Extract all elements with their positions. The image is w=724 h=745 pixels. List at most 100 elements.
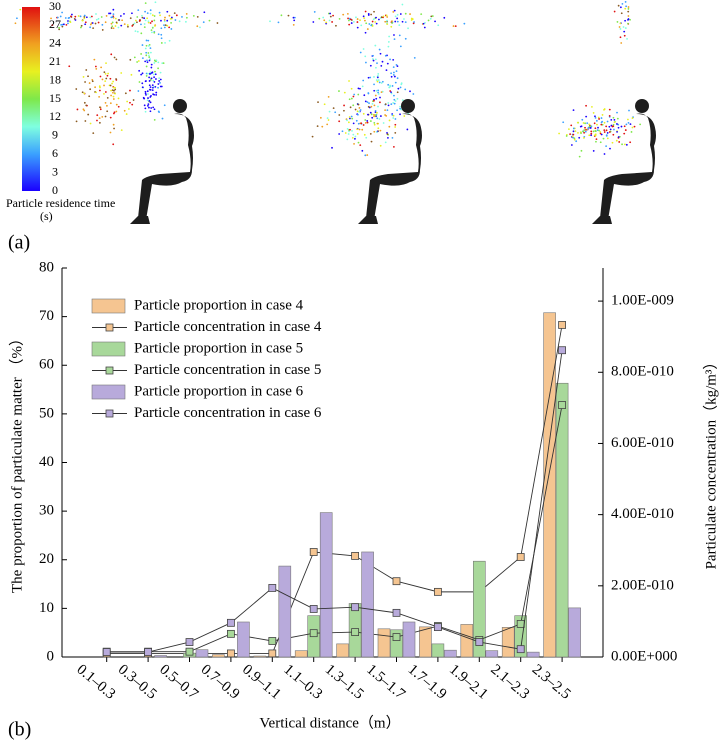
particle	[162, 62, 165, 65]
particle	[141, 86, 144, 89]
particle	[147, 103, 150, 106]
particle	[386, 133, 389, 136]
marker	[185, 638, 194, 646]
particle	[363, 133, 366, 136]
particle	[80, 26, 82, 29]
particle	[399, 107, 401, 110]
particle	[627, 10, 630, 13]
particle	[362, 124, 365, 126]
particle	[348, 98, 351, 101]
particle	[327, 119, 330, 121]
marker	[516, 645, 525, 654]
particle	[293, 19, 296, 22]
particle	[591, 105, 593, 108]
particle	[144, 2, 147, 5]
particle	[613, 118, 616, 121]
particle	[140, 73, 143, 76]
particle	[573, 138, 576, 141]
particle	[143, 26, 146, 29]
particle	[364, 122, 367, 124]
particle	[141, 44, 144, 46]
particle	[115, 110, 118, 113]
particle	[627, 6, 630, 8]
marker	[185, 647, 194, 656]
bar	[319, 512, 333, 658]
particle	[601, 114, 604, 116]
marker	[392, 577, 401, 586]
particle	[163, 19, 166, 21]
particle	[121, 19, 124, 22]
colorbar-tick-label: 15	[49, 91, 61, 105]
particle	[592, 150, 595, 152]
particle	[376, 117, 379, 120]
x-tick-label: 0.5–0.7	[156, 662, 201, 704]
particle	[93, 58, 96, 61]
particle	[362, 79, 365, 82]
particle	[394, 15, 397, 18]
particle	[371, 20, 374, 23]
panel-label: (b)	[8, 719, 31, 741]
particle	[384, 20, 387, 23]
marker	[392, 608, 401, 617]
particle	[424, 21, 426, 24]
particle	[404, 88, 407, 91]
particle	[364, 19, 366, 22]
particle	[114, 92, 116, 95]
particle	[159, 81, 161, 84]
particle	[161, 117, 164, 120]
particle	[608, 114, 611, 117]
particle	[321, 125, 324, 128]
particle	[16, 17, 18, 20]
particle	[146, 59, 148, 62]
particle	[62, 23, 65, 26]
marker	[351, 552, 360, 560]
particle	[403, 18, 405, 20]
particle	[350, 22, 353, 24]
bar	[555, 382, 569, 658]
particle	[380, 82, 383, 84]
particle	[602, 137, 605, 140]
particle	[574, 130, 577, 133]
particle	[386, 16, 389, 18]
particle	[120, 72, 123, 74]
particle	[578, 155, 581, 158]
particle	[168, 14, 171, 17]
particle	[96, 114, 99, 117]
particle	[387, 41, 390, 43]
particle	[334, 111, 337, 114]
particle	[160, 19, 162, 22]
particle	[409, 90, 411, 93]
particle	[117, 19, 120, 21]
particle	[292, 23, 295, 26]
particle	[125, 113, 128, 115]
particle	[393, 71, 395, 74]
particle	[594, 115, 596, 118]
particle	[153, 15, 156, 17]
particle	[317, 101, 319, 103]
particle	[606, 132, 609, 134]
particle	[404, 21, 407, 24]
y2-tick-label: 1.00E-009	[611, 293, 674, 309]
particle	[344, 132, 347, 134]
particle	[627, 18, 630, 20]
particle	[590, 132, 593, 135]
particle	[388, 119, 391, 122]
bar	[485, 650, 499, 658]
particle	[184, 20, 187, 23]
particle	[112, 123, 115, 126]
particle	[166, 19, 169, 22]
particle	[377, 89, 380, 92]
particle	[146, 61, 149, 64]
particle	[196, 15, 199, 18]
particle	[359, 19, 361, 22]
particle	[168, 26, 171, 29]
particle	[387, 136, 389, 139]
particle	[390, 25, 393, 28]
particle	[117, 26, 120, 29]
particle	[360, 122, 363, 125]
particle	[394, 126, 397, 128]
particle	[157, 33, 160, 36]
particle	[364, 119, 367, 121]
particle	[129, 58, 132, 61]
particle	[110, 22, 113, 25]
